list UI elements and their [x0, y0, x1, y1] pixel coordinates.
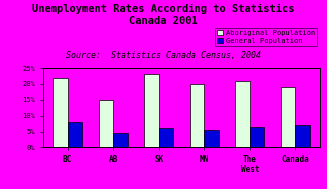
- Bar: [53, 77, 68, 147]
- Bar: [98, 100, 113, 147]
- Text: Unemployment Rates According to Statistics
Canada 2001: Unemployment Rates According to Statisti…: [32, 4, 295, 26]
- Text: Source:  Statistics Canada Census, 2004: Source: Statistics Canada Census, 2004: [66, 51, 261, 60]
- Bar: [144, 74, 159, 147]
- Legend: Aboriginal Population, General Population: Aboriginal Population, General Populatio…: [215, 28, 317, 46]
- Bar: [281, 87, 295, 147]
- Bar: [250, 127, 265, 147]
- Bar: [159, 128, 173, 147]
- Bar: [204, 130, 219, 147]
- Bar: [68, 122, 82, 147]
- Bar: [190, 84, 204, 147]
- Bar: [235, 81, 250, 147]
- Bar: [295, 125, 310, 147]
- Bar: [113, 133, 128, 147]
